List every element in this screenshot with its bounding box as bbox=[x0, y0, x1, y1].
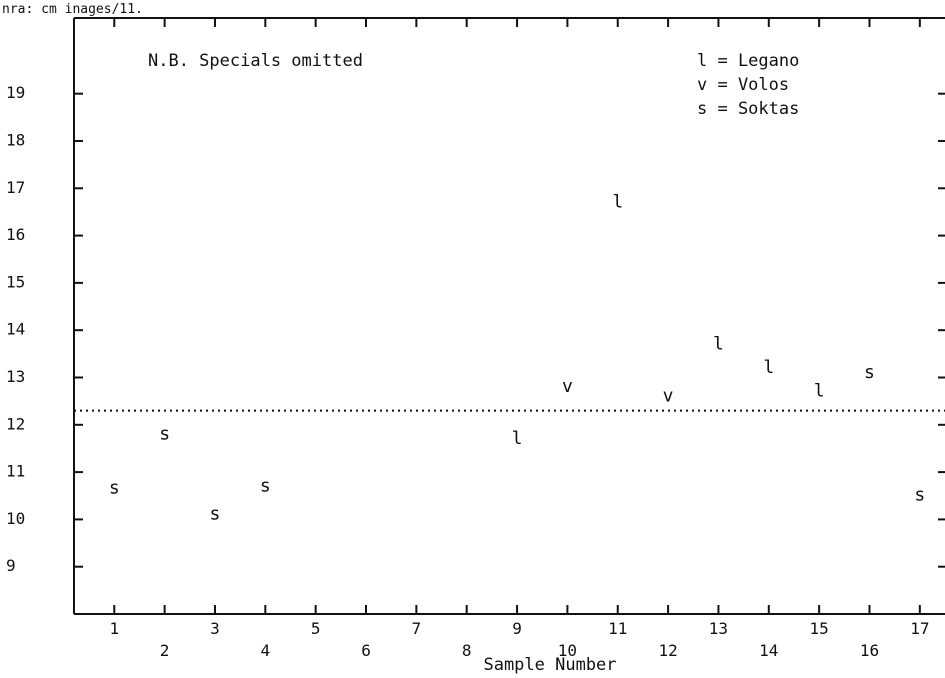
data-point: s bbox=[109, 478, 120, 499]
x-tick-label: 2 bbox=[160, 641, 170, 660]
y-tick-label: 9 bbox=[6, 556, 16, 575]
y-axis-tick-labels: 9 10 11 12 13 14 15 16 17 18 19 bbox=[6, 83, 25, 575]
x-tick-label: 14 bbox=[759, 641, 778, 660]
x-tick-label: 9 bbox=[512, 619, 522, 638]
x-tick-label: 15 bbox=[810, 619, 829, 638]
legend-entry-soktas: s = Soktas bbox=[697, 99, 799, 119]
y-tick-label: 15 bbox=[6, 272, 25, 291]
data-point: l bbox=[763, 357, 774, 378]
x-tick-label: 3 bbox=[210, 619, 220, 638]
x-tick-label: 6 bbox=[361, 641, 371, 660]
data-point: s bbox=[210, 504, 221, 525]
data-point: s bbox=[914, 485, 925, 506]
y-tick-label: 12 bbox=[6, 414, 25, 433]
y-tick-label: 16 bbox=[6, 225, 25, 244]
data-point: v bbox=[562, 376, 573, 397]
y-tick-label: 17 bbox=[6, 178, 25, 197]
x-tick-label: 5 bbox=[311, 619, 321, 638]
plot-frame bbox=[73, 17, 945, 615]
x-tick-label: 16 bbox=[860, 641, 879, 660]
data-points: s s s s l v l v l l l s s bbox=[109, 191, 925, 524]
note-specials-omitted: N.B. Specials omitted bbox=[148, 51, 363, 71]
legend: l = Legano v = Volos s = Soktas bbox=[697, 51, 799, 119]
x-tick-label: 8 bbox=[462, 641, 472, 660]
x-tick-label: 1 bbox=[109, 619, 119, 638]
top-caption: nra: cm inages/11. bbox=[2, 2, 143, 17]
x-tick-label: 7 bbox=[412, 619, 422, 638]
data-point: l bbox=[512, 428, 523, 449]
y-tick-label: 19 bbox=[6, 83, 25, 102]
data-point: s bbox=[260, 475, 271, 496]
x-tick-label: 10 bbox=[558, 641, 577, 660]
data-point: l bbox=[713, 333, 724, 354]
axis-ticks bbox=[74, 18, 945, 614]
y-tick-label: 10 bbox=[6, 509, 25, 528]
x-tick-label: 12 bbox=[658, 641, 677, 660]
data-point: v bbox=[663, 385, 674, 406]
data-point: s bbox=[159, 423, 170, 444]
x-tick-label: 4 bbox=[260, 641, 270, 660]
y-tick-label: 11 bbox=[6, 462, 25, 481]
legend-entry-legano: l = Legano bbox=[697, 51, 799, 71]
data-point: s bbox=[864, 362, 875, 383]
y-tick-label: 13 bbox=[6, 367, 25, 386]
data-point: l bbox=[612, 191, 623, 212]
x-tick-label: 11 bbox=[608, 619, 627, 638]
y-tick-label: 14 bbox=[6, 320, 25, 339]
x-axis-title: Sample Number bbox=[483, 655, 616, 675]
data-point: l bbox=[814, 381, 825, 402]
legend-entry-volos: v = Volos bbox=[697, 75, 789, 95]
x-tick-label: 17 bbox=[910, 619, 929, 638]
y-tick-label: 18 bbox=[6, 130, 25, 149]
x-tick-label: 13 bbox=[709, 619, 728, 638]
